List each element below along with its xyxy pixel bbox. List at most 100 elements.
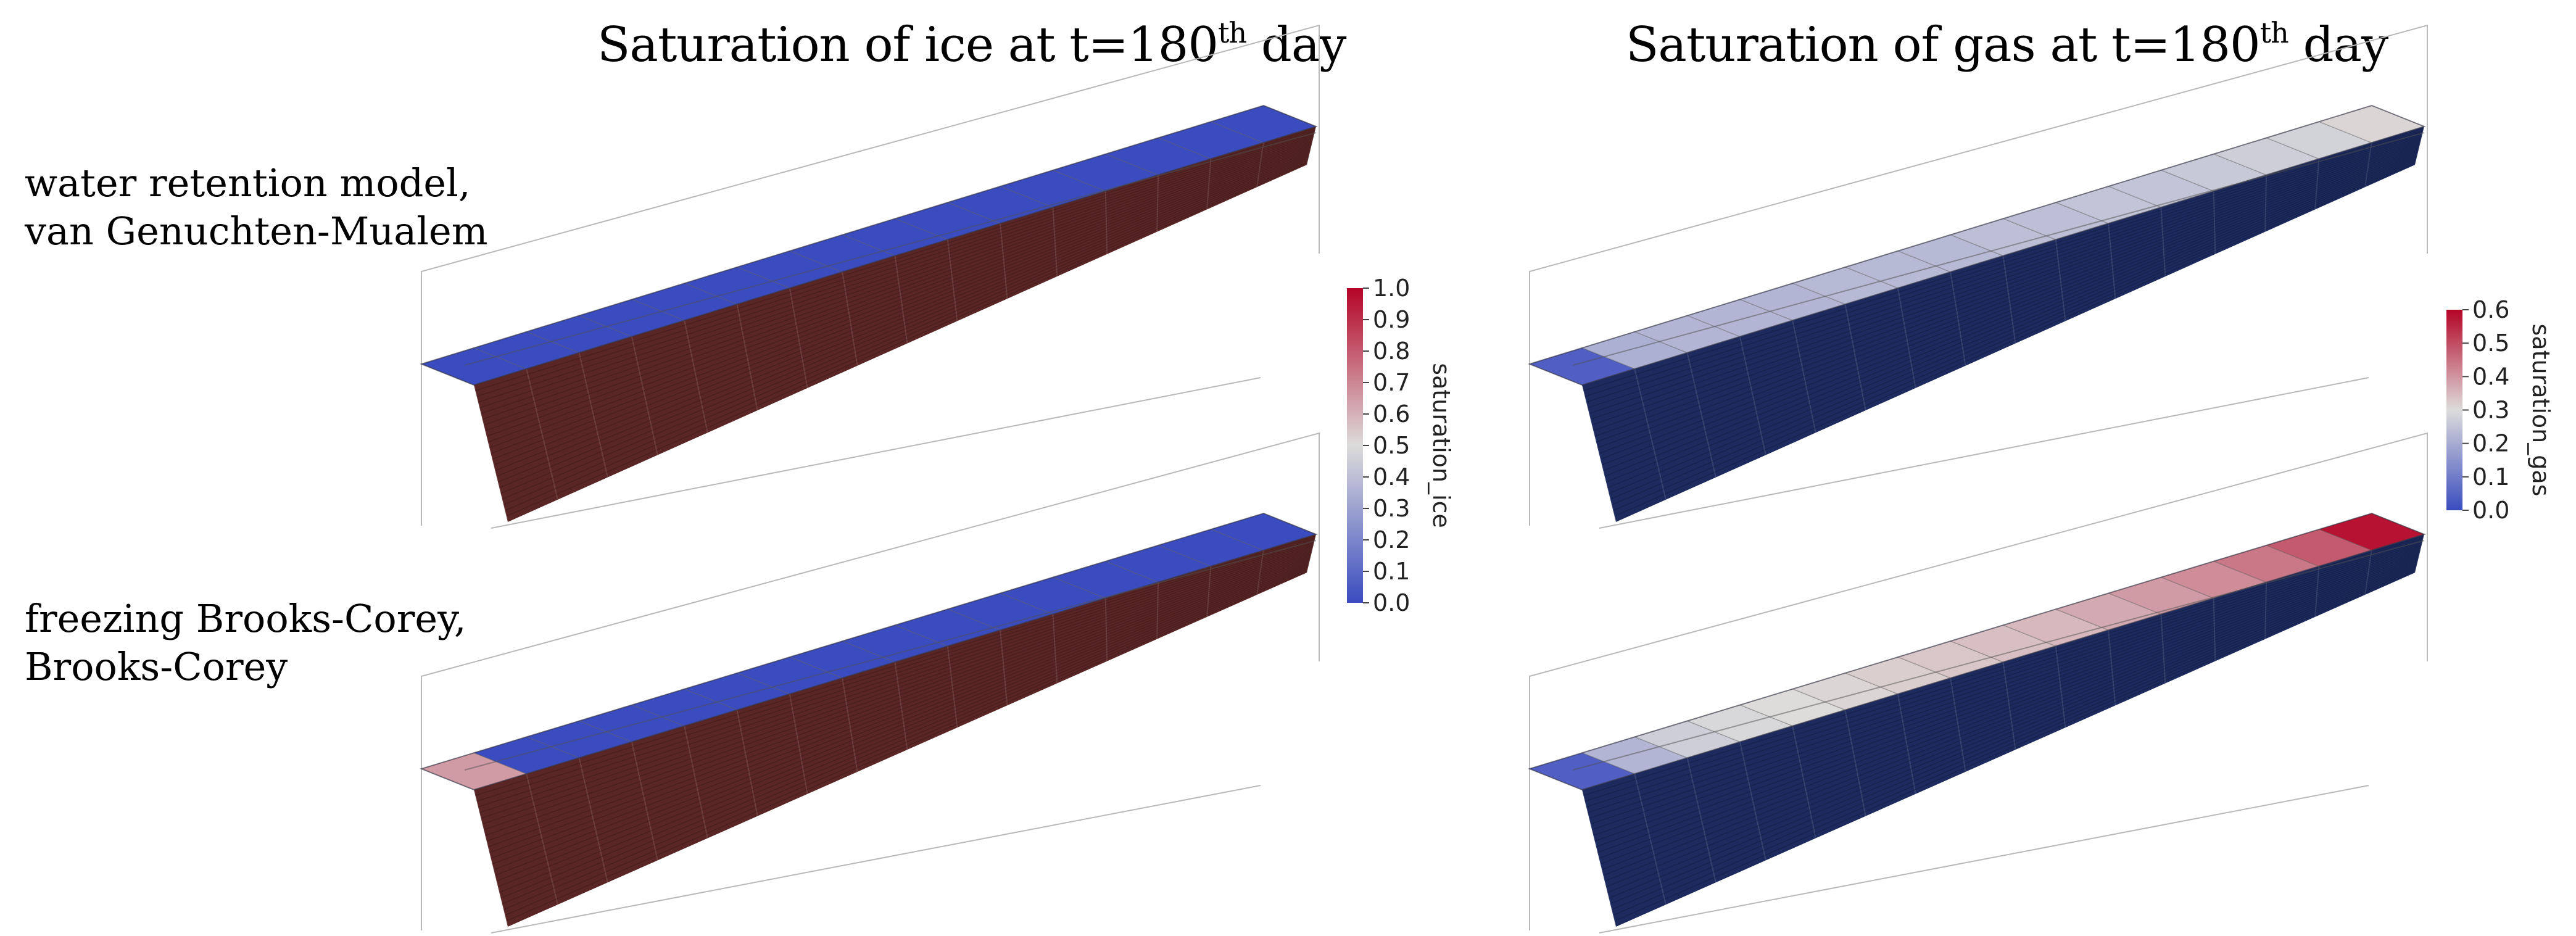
bar-ice-vgm-side-hatch-20	[502, 158, 1309, 500]
bar-ice-bc-side-line-13	[1156, 582, 1159, 639]
bar-gas-bc-box-floor	[1599, 785, 2369, 934]
bar-gas-vgm-top-diagonal	[1572, 132, 2425, 366]
colorbar-ice-tick-label-2: 0.8	[1373, 338, 1410, 365]
bar-ice-vgm-top-diagonal	[464, 132, 1317, 366]
bar-gas-bc-side-hatch-12	[1599, 553, 2420, 859]
bar-ice-vgm-side-line-8	[894, 255, 908, 344]
colorbar-gas-bar	[2446, 310, 2462, 510]
bar-gas-vgm-side-hatch-13	[1600, 146, 2420, 460]
bar-gas-bc-side-line-2	[1686, 758, 1717, 883]
bar-ice-vgm-side-hatch-2	[476, 129, 1315, 397]
bar-gas-vgm-side-line-8	[2002, 255, 2016, 344]
bar-ice-bc-side-line-2	[578, 758, 608, 883]
colorbar-gas-tick-label-1: 0.5	[2472, 329, 2509, 357]
bar-gas-bc-side-hatch-19	[1609, 564, 2417, 899]
colorbar-gas-tick-label-3: 0.3	[2472, 397, 2509, 424]
bar-gas-bc-side-hatch-23	[1614, 570, 2416, 922]
bar-ice-bc-side-hatch-3	[478, 539, 1315, 808]
title-gas: Saturation of gas at t=180th day	[1626, 17, 2388, 73]
bar-ice-bc-side-hatch-15	[495, 558, 1311, 876]
bar-gas-vgm-box-floor	[1599, 377, 2369, 529]
bar-gas-vgm-side-hatch-20	[1610, 158, 2417, 500]
title-ice: Saturation of ice at t=180th day	[597, 17, 1346, 73]
bar-ice-bc-box-floor	[491, 785, 1261, 934]
bar-gas-vgm-side-hatch-22	[1613, 161, 2416, 511]
bar-gas-vgm-side-line-11	[2160, 207, 2166, 277]
bar-gas-bc-side-hatch-4	[1587, 540, 2423, 813]
bar-ice-vgm-side-hatch-3	[478, 131, 1315, 403]
bar-ice-vgm-side-hatch-17	[497, 153, 1310, 482]
bar-ice-vgm-side-hatch-1	[475, 127, 1316, 391]
bar-ice-vgm-side-line-4	[684, 320, 708, 433]
bar-gas-bc-side-line-4	[1792, 726, 1816, 839]
bar-gas-vgm-side-line-7	[1950, 271, 1966, 366]
bar-gas-bc-side-line-12	[2213, 598, 2216, 661]
bar-gas-vgm-top-outline	[1527, 104, 2427, 386]
bar-ice-vgm-box-back	[421, 24, 1320, 526]
colorbar-gas-title: saturation_gas	[2527, 324, 2554, 497]
row-label-vgm-line2: van Genuchten-Mualem	[25, 209, 488, 254]
colorbar-ice-tick-label-6: 0.4	[1373, 463, 1410, 491]
bar-gas-bc-side-hatch-5	[1589, 542, 2423, 819]
bar-gas-bc-side-line-0	[1581, 789, 1617, 927]
bar-ice-vgm-side-hatch-15	[495, 150, 1311, 471]
bar-gas-vgm-side-hatch-11	[1597, 143, 2421, 449]
bar-ice-bc-side-hatch-9	[486, 548, 1313, 842]
bar-ice-vgm-top-outline	[419, 104, 1319, 386]
bar-gas-vgm-side-hatch-19	[1609, 156, 2417, 494]
colorbar-ice-tick-label-10: 0.0	[1373, 589, 1410, 616]
bar-ice-bc-side-line-10	[1000, 630, 1008, 706]
bar-gas-bc-side-line-3	[1739, 742, 1766, 861]
bar-ice-vgm-side-hatch-18	[499, 154, 1310, 489]
bar-gas-vgm-side-hatch-8	[1593, 139, 2422, 431]
bar-ice-bc-side-line-1	[526, 773, 558, 905]
bar-ice-vgm-side-line-5	[736, 304, 758, 411]
colorbar-ice: 1.0 0.9 0.8 0.7 0.6 0.5 0.4 0.3 0.2 0.1 0.0 saturat…	[1347, 275, 1455, 616]
bar-ice-bc-side-face	[474, 534, 1316, 927]
bar-ice-bc-side-hatch-18	[499, 562, 1310, 893]
colorbar-gas-tick-label-4: 0.2	[2472, 430, 2509, 457]
bar-gas-vgm-side-line-10	[2108, 223, 2116, 299]
bar-gas-bc-side-hatch-17	[1605, 561, 2418, 887]
bar-ice-vgm-side-hatch-21	[503, 159, 1309, 505]
bar-gas-bc-side-line-1	[1634, 773, 1667, 905]
bar-ice-vgm-side-hatch-14	[493, 148, 1311, 466]
bar-gas-bc-top-diagonal	[1572, 540, 2425, 771]
bar-ice-bc-side-hatch-20	[502, 566, 1309, 905]
colorbar-gas-tick-label-6: 0.0	[2472, 497, 2509, 524]
bar-gas-vgm	[1527, 24, 2428, 529]
bar-gas-vgm-side-line-5	[1844, 304, 1866, 411]
bar-ice-bc-side-line-15	[1256, 550, 1264, 595]
bar-ice-bc-side-hatch-23	[506, 570, 1307, 922]
bar-ice-vgm-side-face	[474, 126, 1316, 522]
bar-gas-bc-side-line-6	[1897, 694, 1916, 794]
bar-ice-vgm-side-line-7	[842, 271, 858, 366]
bar-ice-vgm-side-hatch-19	[500, 156, 1309, 494]
bar-gas-bc-top-outline	[1527, 512, 2427, 791]
bar-ice-bc-side-hatch-10	[487, 550, 1313, 848]
bar-ice-bc-side-hatch-14	[493, 556, 1311, 871]
bar-gas-bc-box-back	[1529, 432, 2428, 930]
bar-ice-bc-side-hatch-6	[482, 543, 1314, 825]
bar-ice-bc-side-hatch-5	[481, 542, 1315, 819]
bar-ice-vgm-side-hatch-4	[479, 132, 1315, 408]
bar-gas-vgm-side-line-0	[1581, 384, 1617, 523]
bar-ice-vgm-side-line-11	[1052, 207, 1058, 277]
bar-gas-vgm-side-line-2	[1686, 352, 1717, 478]
bar-ice-bc-side-line-12	[1104, 598, 1108, 661]
bar-gas-bc-side-hatch-7	[1591, 545, 2422, 830]
bar-gas-vgm-side-hatch-1	[1583, 127, 2424, 391]
bar-ice-vgm-side-hatch-8	[485, 139, 1314, 431]
title-gas-text: Saturation of gas at t=180	[1626, 17, 2261, 73]
bar-ice-vgm-side-hatch-10	[487, 142, 1313, 443]
bar-ice-bc-side-line-6	[789, 694, 808, 794]
colorbar-ice-tick-label-4: 0.6	[1373, 400, 1410, 428]
bar-gas-vgm-side-face	[1582, 126, 2424, 522]
bar-ice-bc-side-hatch-17	[497, 561, 1310, 887]
bar-ice-vgm-side-line-2	[578, 352, 608, 478]
bar-gas-vgm-side-hatch-3	[1586, 131, 2424, 403]
bar-gas-vgm-side-hatch-14	[1601, 148, 2419, 466]
bar-gas-bc-side-hatch-3	[1586, 539, 2424, 808]
bar-ice-vgm-side-line-10	[1000, 223, 1008, 299]
bar-ice-bc-side-hatch-19	[500, 564, 1309, 899]
